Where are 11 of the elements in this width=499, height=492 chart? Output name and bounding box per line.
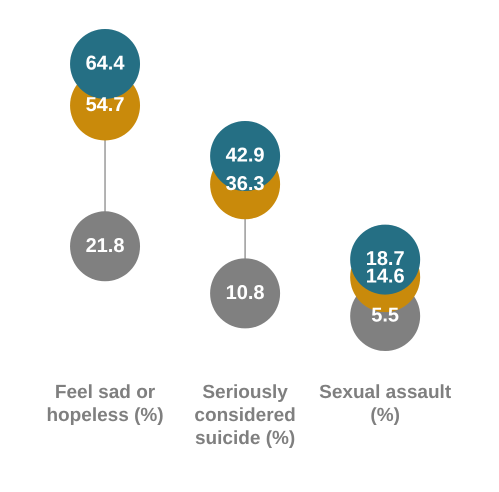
x-tick-label: Feel sad or hopeless (%)	[46, 382, 164, 426]
x-tick-label: Seriously considered suicide (%)	[194, 382, 296, 449]
data-label: 42.9	[226, 144, 265, 167]
data-label: 36.3	[226, 172, 265, 195]
data-label: 64.4	[86, 52, 126, 74]
data-label: 54.7	[86, 94, 124, 116]
data-label: 21.8	[86, 234, 124, 257]
data-label: 5.5	[371, 304, 400, 327]
data-label: 14.6	[366, 266, 405, 288]
data-label: 10.8	[226, 282, 265, 304]
x-tick-label: Sexual assault (%)	[319, 382, 452, 426]
